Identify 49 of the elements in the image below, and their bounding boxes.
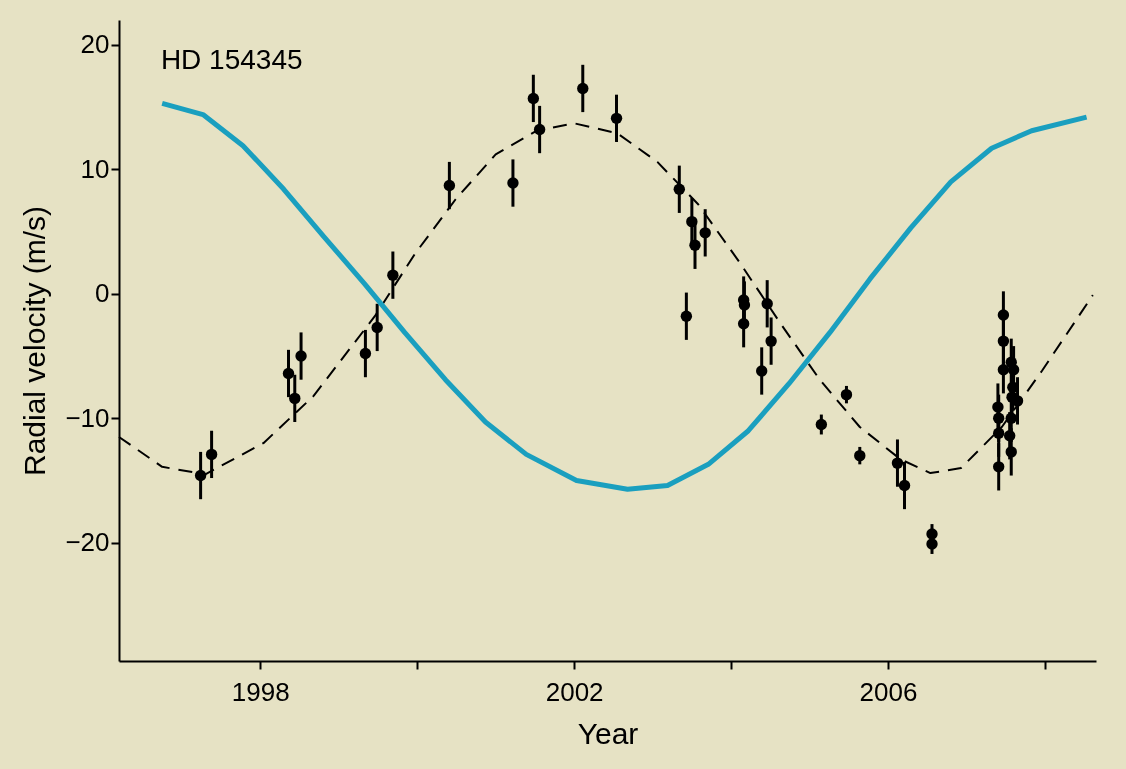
x-axis-title: Year — [577, 716, 639, 750]
point — [1007, 364, 1020, 376]
point — [507, 177, 519, 189]
point — [997, 364, 1010, 376]
point — [1005, 412, 1017, 424]
x-tick-label: 1998 — [231, 676, 290, 707]
point — [689, 239, 701, 251]
point — [359, 347, 372, 360]
point — [761, 298, 773, 310]
point — [577, 82, 589, 95]
point — [815, 418, 828, 431]
y-tick-label: 0 — [95, 278, 110, 309]
point — [737, 318, 750, 330]
point — [699, 227, 711, 239]
point — [992, 401, 1004, 413]
point — [840, 388, 853, 401]
y-tick-label: −20 — [65, 527, 110, 558]
point — [854, 449, 866, 462]
point — [1003, 430, 1016, 442]
point — [765, 335, 777, 347]
point — [205, 448, 218, 461]
x-tick-label: 2002 — [545, 676, 604, 707]
point — [992, 461, 1005, 473]
point — [610, 112, 623, 125]
point — [997, 309, 1010, 321]
point — [289, 392, 301, 405]
point — [891, 457, 904, 469]
point — [926, 538, 938, 550]
point — [1005, 446, 1017, 458]
point — [992, 427, 1005, 439]
y-tick-label: 10 — [80, 153, 110, 184]
y-tick-label: 20 — [80, 29, 110, 60]
point — [898, 479, 911, 492]
point — [527, 92, 540, 105]
point — [443, 179, 456, 192]
point — [686, 215, 698, 228]
point — [680, 310, 693, 322]
point — [997, 335, 1010, 347]
point — [926, 528, 938, 540]
point — [295, 350, 307, 362]
y-tick-label: −10 — [65, 402, 110, 433]
text: HD 154345 — [160, 44, 303, 75]
point — [282, 367, 295, 380]
point — [992, 412, 1005, 424]
point — [387, 269, 399, 281]
y-axis-title: Radial velocity (m/s) — [18, 205, 52, 477]
point — [756, 365, 768, 377]
x-tick-label: 2006 — [859, 676, 918, 707]
point — [371, 321, 383, 334]
